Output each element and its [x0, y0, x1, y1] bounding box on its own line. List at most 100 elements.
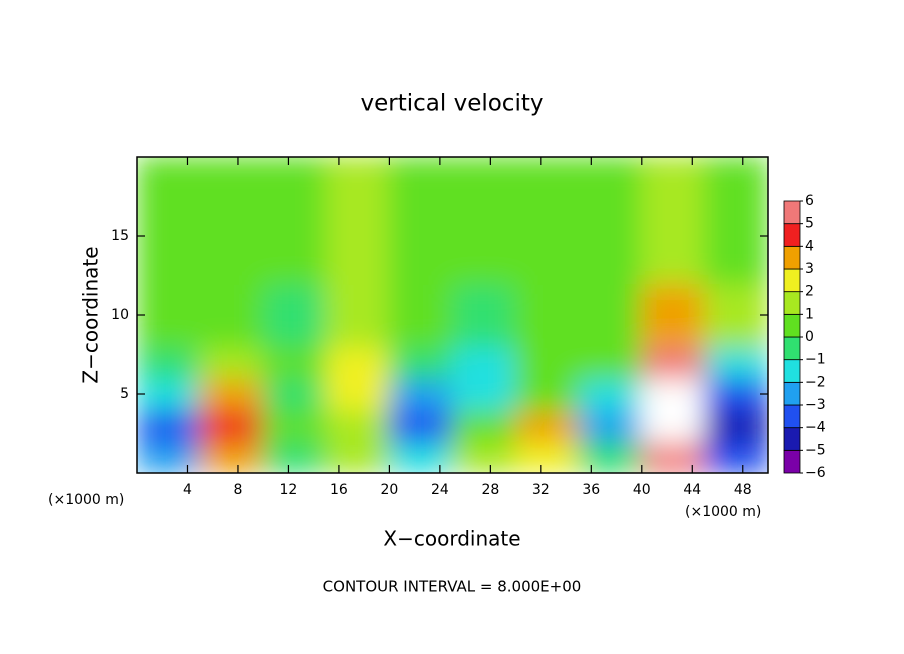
cell — [703, 408, 768, 443]
x-tick-label: 4 — [183, 482, 192, 498]
x-unit: (×1000 m) — [685, 504, 761, 520]
cell — [325, 377, 391, 411]
cell — [451, 282, 517, 348]
cell — [325, 282, 391, 348]
cell — [388, 408, 454, 443]
colorbar-band — [783, 245, 801, 270]
colorbar-band — [783, 200, 801, 225]
cell — [514, 345, 580, 380]
colorbar-tick-label: 3 — [805, 261, 814, 277]
footer-note: CONTOUR INTERVAL = 8.000E+00 — [323, 578, 582, 596]
field — [137, 157, 768, 473]
colorbar-tick-label: 2 — [805, 284, 814, 300]
x-tick-label: 20 — [380, 482, 398, 498]
x-tick-label: 16 — [330, 482, 348, 498]
x-tick-label: 24 — [431, 482, 449, 498]
cell — [703, 377, 768, 411]
colorbar-tick-label: 6 — [805, 193, 814, 209]
cell — [640, 157, 706, 285]
cell — [577, 345, 643, 380]
cell — [199, 408, 265, 443]
cell — [325, 408, 391, 443]
cell — [451, 377, 517, 411]
cell — [577, 157, 643, 285]
x-tick-label: 8 — [233, 482, 242, 498]
cell — [388, 282, 454, 348]
cell — [640, 282, 706, 348]
cell — [199, 440, 265, 473]
cell — [388, 345, 454, 380]
cell — [199, 345, 265, 380]
cell — [640, 377, 706, 411]
cell — [514, 377, 580, 411]
colorbar-band — [783, 381, 801, 406]
y-unit: (×1000 m) — [48, 492, 124, 508]
cell — [137, 377, 202, 411]
x-tick-label: 32 — [532, 482, 550, 498]
cell — [325, 440, 391, 473]
cell — [388, 377, 454, 411]
chart-title: vertical velocity — [361, 91, 544, 117]
y-tick-label: 10 — [111, 307, 129, 323]
cell — [137, 408, 202, 443]
x-axis-label: X−coordinate — [383, 527, 520, 551]
colorbar-tick-label: 4 — [805, 238, 814, 254]
cell — [262, 377, 328, 411]
cell — [325, 345, 391, 380]
colorbar-band — [783, 427, 801, 451]
cell — [514, 440, 580, 473]
cell — [451, 157, 517, 285]
colorbar-tick-label: −6 — [805, 465, 826, 481]
colorbar-tick-label: 0 — [805, 329, 814, 345]
cells — [137, 157, 768, 473]
colorbar-tick-label: −5 — [805, 442, 826, 458]
colorbar-band — [783, 359, 801, 383]
cell — [514, 282, 580, 348]
cell — [640, 440, 706, 473]
x-tick-label: 48 — [734, 482, 752, 498]
cell — [577, 282, 643, 348]
colorbar-tick-label: −4 — [805, 420, 826, 436]
x-tick-label: 44 — [683, 482, 701, 498]
colorbar-tick-label: −3 — [805, 397, 826, 413]
colorbar-band — [783, 268, 801, 293]
x-tick-label: 28 — [481, 482, 499, 498]
colorbar-band — [783, 336, 801, 361]
cell — [199, 377, 265, 411]
cell — [388, 157, 454, 285]
cell — [262, 282, 328, 348]
cell — [703, 282, 768, 348]
x-tick-label: 36 — [582, 482, 600, 498]
colorbar-tick-label: −1 — [805, 352, 826, 368]
cell — [262, 440, 328, 473]
y-tick-label: 15 — [111, 228, 129, 244]
y-axis-label: Z−coordinate — [79, 246, 103, 383]
cell — [388, 440, 454, 473]
cell — [514, 408, 580, 443]
cell — [137, 440, 202, 473]
cell — [451, 408, 517, 443]
cell — [703, 440, 768, 473]
colorbar-tick-label: 1 — [805, 306, 814, 322]
cell — [640, 408, 706, 443]
x-tick-label: 40 — [633, 482, 651, 498]
cell — [199, 157, 265, 285]
colorbar-tick-label: 5 — [805, 216, 814, 232]
x-tick-label: 12 — [280, 482, 298, 498]
cell — [514, 157, 580, 285]
cell — [577, 377, 643, 411]
cell — [262, 157, 328, 285]
cell — [577, 408, 643, 443]
cell — [640, 345, 706, 380]
cell — [199, 282, 265, 348]
y-tick-label: 5 — [120, 386, 129, 402]
colorbar-band — [783, 223, 801, 247]
cell — [137, 345, 202, 380]
cell — [577, 440, 643, 473]
cell — [703, 157, 768, 285]
colorbar-tick-label: −2 — [805, 374, 826, 390]
cell — [262, 408, 328, 443]
cell — [137, 157, 202, 285]
colorbar-band — [783, 313, 801, 338]
